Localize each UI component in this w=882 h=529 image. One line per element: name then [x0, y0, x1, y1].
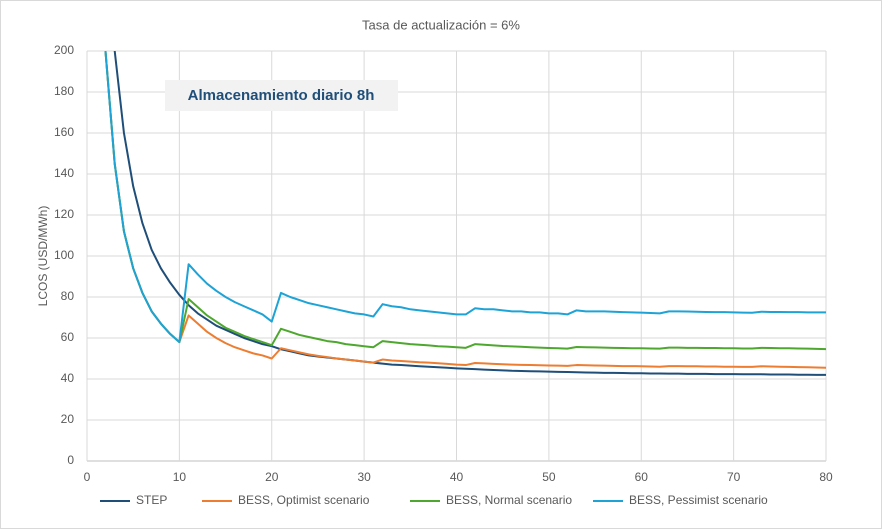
annotation: Almacenamiento diario 8h — [188, 87, 375, 104]
series-line — [104, 51, 826, 369]
legend-label: BESS, Optimist scenario — [238, 493, 370, 507]
x-tick-label: 0 — [84, 470, 91, 484]
x-tick-label: 70 — [727, 470, 741, 484]
y-tick-label: 0 — [67, 453, 74, 467]
y-tick-label: 60 — [61, 330, 75, 344]
y-tick-label: 100 — [54, 248, 74, 262]
y-tick-label: 120 — [54, 207, 74, 221]
series-line — [104, 51, 826, 344]
x-tick-label: 20 — [265, 470, 279, 484]
y-tick-label: 160 — [54, 125, 74, 139]
x-tick-label: 60 — [635, 470, 649, 484]
y-tick-label: 80 — [61, 289, 75, 303]
legend-label: STEP — [136, 493, 167, 507]
y-axis-label: LCOS (USD/MWh) — [36, 206, 50, 307]
legend: STEP BESS, Optimist scenario BESS, Normal … — [100, 493, 768, 507]
series-line — [104, 51, 826, 351]
legend-label: BESS, Normal scenario — [446, 493, 572, 507]
series-line — [113, 51, 826, 376]
y-tick-label: 180 — [54, 84, 74, 98]
y-tick-label: 20 — [61, 412, 75, 426]
x-tick-label: 30 — [357, 470, 371, 484]
x-tick-label: 40 — [450, 470, 464, 484]
legend-label: BESS, Pessimist scenario — [629, 493, 768, 507]
chart-title: Tasa de actualización = 6% — [362, 17, 520, 32]
y-tick-label: 140 — [54, 166, 74, 180]
x-tick-label: 80 — [819, 470, 833, 484]
x-tick-label: 50 — [542, 470, 556, 484]
y-tick-label: 40 — [61, 371, 75, 385]
y-tick-label: 200 — [54, 43, 74, 57]
plot-lines — [104, 51, 826, 376]
x-tick-label: 10 — [173, 470, 187, 484]
annotation-box — [165, 80, 398, 111]
